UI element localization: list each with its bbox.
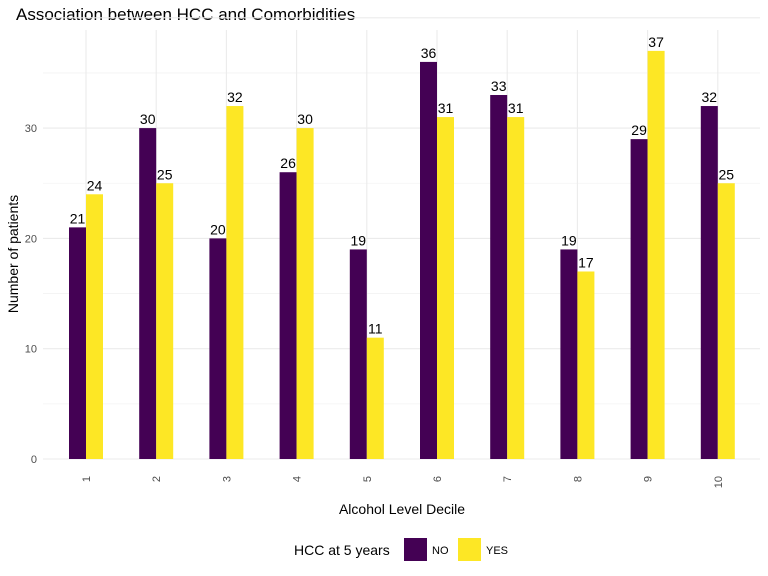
bar-value-label: 37 bbox=[648, 34, 664, 50]
bar-no bbox=[209, 238, 227, 459]
bar-value-label: 32 bbox=[227, 89, 243, 105]
bar-yes bbox=[366, 337, 384, 459]
bar-value-label: 19 bbox=[561, 232, 577, 248]
y-tick-label: 30 bbox=[25, 123, 37, 135]
bar-value-label: 21 bbox=[70, 210, 86, 226]
x-tick-label: 3 bbox=[221, 476, 233, 482]
bar-no bbox=[420, 61, 437, 460]
bar-value-label: 31 bbox=[508, 100, 524, 116]
bar-value-label: 24 bbox=[87, 177, 103, 193]
bar-value-label: 20 bbox=[210, 221, 226, 237]
bar-yes bbox=[156, 183, 174, 459]
x-tick-label: 6 bbox=[432, 476, 444, 482]
bar-no bbox=[279, 172, 297, 459]
bar-value-label: 17 bbox=[578, 254, 594, 270]
y-axis-title: Number of patients bbox=[5, 195, 21, 313]
bar-no bbox=[630, 139, 648, 459]
bar-yes bbox=[647, 50, 665, 459]
x-tick-label: 4 bbox=[292, 476, 304, 482]
legend-label-yes: YES bbox=[486, 545, 508, 557]
bar-yes bbox=[437, 117, 454, 459]
bar-no bbox=[69, 227, 86, 459]
x-tick-label: 2 bbox=[151, 476, 163, 482]
legend-title: HCC at 5 years bbox=[294, 542, 390, 558]
bars bbox=[69, 50, 735, 460]
bar-value-label: 33 bbox=[491, 78, 507, 94]
bar-yes bbox=[717, 183, 735, 459]
bar-no bbox=[560, 249, 578, 459]
legend-key-no bbox=[404, 538, 427, 561]
bar-yes bbox=[86, 194, 103, 459]
bar-no bbox=[490, 95, 508, 459]
x-tick-label: 7 bbox=[502, 476, 514, 482]
x-tick-label: 1 bbox=[81, 476, 93, 482]
bar-no bbox=[349, 249, 367, 459]
bar-value-label: 32 bbox=[702, 89, 718, 105]
x-tick-label: 5 bbox=[362, 476, 374, 482]
legend-label-no: NO bbox=[432, 545, 449, 557]
y-tick-label: 10 bbox=[25, 344, 37, 356]
x-tick-label: 8 bbox=[572, 476, 584, 482]
y-axis-ticks: 0 10 20 30 bbox=[25, 123, 37, 466]
bar-value-label: 19 bbox=[351, 232, 367, 248]
bar-value-label: 30 bbox=[140, 111, 156, 127]
x-tick-label: 10 bbox=[713, 476, 725, 488]
y-tick-label: 0 bbox=[31, 454, 37, 466]
x-tick-label: 9 bbox=[643, 476, 655, 482]
bar-value-label: 11 bbox=[368, 321, 383, 337]
bar-value-label: 26 bbox=[280, 155, 296, 171]
bar-yes bbox=[507, 117, 525, 459]
bar-value-label: 31 bbox=[438, 100, 454, 116]
legend: HCC at 5 years NO YES bbox=[294, 538, 508, 561]
y-tick-label: 20 bbox=[25, 233, 37, 245]
bar-value-label: 25 bbox=[719, 166, 735, 182]
bar-value-label: 29 bbox=[631, 122, 647, 138]
bar-value-label: 36 bbox=[421, 45, 437, 61]
bar-value-label: 25 bbox=[157, 166, 173, 182]
bar-no bbox=[700, 106, 718, 459]
legend-key-yes bbox=[458, 538, 481, 561]
bar-no bbox=[139, 128, 157, 459]
bar-value-label: 30 bbox=[297, 111, 313, 127]
bar-yes bbox=[226, 106, 244, 459]
bar-yes bbox=[577, 271, 595, 459]
x-axis-ticks: 1 2 3 4 5 6 7 8 9 10 bbox=[81, 476, 725, 488]
bar-yes bbox=[296, 128, 314, 459]
bar-labels: 21 30 20 26 19 36 33 19 29 32 24 25 32 30 11 31 31 17 37 25 bbox=[70, 34, 735, 337]
x-axis-title: Alcohol Level Decile bbox=[339, 501, 465, 517]
chart-title: Association between HCC and Comorbiditie… bbox=[16, 5, 356, 24]
